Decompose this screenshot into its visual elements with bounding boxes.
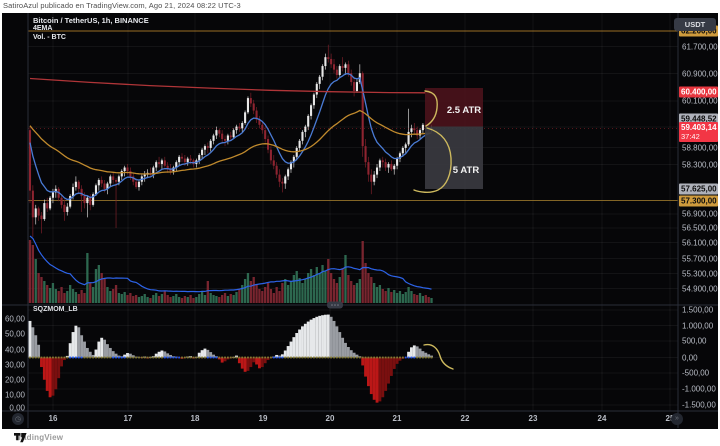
currency-toggle-button[interactable]: USDT: [674, 18, 716, 31]
scroll-to-realtime-button[interactable]: »: [671, 412, 683, 425]
price-axis-label: 0,00: [682, 353, 698, 362]
legend-volume[interactable]: Vol. - BTC: [33, 33, 66, 41]
price-axis-label: 60.100,00: [682, 96, 718, 106]
price-axis-label: 56.900,00: [682, 209, 718, 219]
price-axis-label: -1.500,00: [682, 400, 716, 410]
legend-indicator-sqzmom[interactable]: SQZMOM_LB: [33, 306, 78, 313]
price-axis-label: 500,00: [682, 336, 707, 346]
time-axis-label: 18: [190, 414, 200, 423]
atr-box-1: [425, 126, 483, 189]
brace-drawing-1: [413, 127, 452, 193]
price-axis-label: -1.000,00: [682, 384, 716, 394]
indicator-axis-label: 30,00: [4, 360, 25, 369]
price-axis-label: 60.900,00: [682, 69, 718, 78]
time-axis-label: 25: [665, 414, 675, 423]
time-axis-label: 20: [325, 414, 335, 423]
publish-info: SatiroAzul publicado en TradingView.com,…: [3, 1, 241, 10]
price-axis-label: 55.700,00: [682, 254, 718, 263]
time-axis-label: 17: [123, 414, 133, 423]
time-axis-label: 19: [258, 414, 268, 423]
sqzmom-layer: [28, 314, 433, 403]
price-axis-label: 54.900,00: [682, 284, 718, 293]
time-axis-label: 16: [48, 414, 58, 423]
indicator-axis-label: 20,00: [4, 375, 25, 385]
price-axis-label: 59.448,52: [679, 113, 718, 124]
time-axis-label: 21: [392, 414, 402, 423]
ema-long-line: [29, 77, 427, 94]
fast-forward-icon: »: [675, 415, 679, 422]
atr-box-label-0: 2.5 ATR: [447, 105, 481, 116]
price-axis-label: 1.000,00: [682, 321, 714, 330]
pane-resize-handle[interactable]: [327, 301, 343, 309]
time-settings-button[interactable]: ◷: [12, 412, 24, 425]
price-axis-label: 1.500,00: [682, 305, 714, 315]
price-axis-label: 60.400,00: [679, 86, 718, 98]
footer: TradingView: [14, 433, 64, 443]
brace-drawing-2: [423, 343, 454, 370]
indicator-axis-label: 50,00: [4, 329, 25, 339]
clock-icon: ◷: [14, 415, 22, 423]
price-axis-label: 57.300,00: [679, 195, 718, 206]
indicator-axis-label: 10,00: [4, 390, 25, 400]
ema-line-1: [29, 109, 432, 175]
price-axis-label: 55.300,00: [682, 269, 718, 278]
price-axis-label: 58.300,00: [682, 160, 718, 169]
time-axis-label: 23: [528, 414, 538, 423]
time-axis-label: 24: [597, 414, 607, 423]
time-axis-label: 22: [460, 414, 470, 423]
volume-layer: [28, 240, 433, 303]
brace-drawing-0: [424, 90, 438, 127]
ema-line-0: [29, 73, 432, 201]
volume-ma-line: [29, 235, 432, 293]
atr-box-label-1: 5 ATR: [453, 165, 480, 176]
price-axis-label: 56.500,00: [682, 223, 718, 233]
indicator-axis-label: 0,00: [9, 403, 25, 413]
price-axis-label: -500,00: [682, 368, 710, 378]
legend-indicator-4ema[interactable]: 4EMA: [33, 24, 53, 32]
tradingview-logo-icon: [14, 433, 27, 443]
indicator-axis-label: 60,00: [4, 314, 25, 324]
price-axis-label: 62.200,00: [679, 25, 718, 37]
price-axis-label: 61.700,00: [682, 42, 718, 51]
indicator-axis-label: 40,00: [4, 345, 25, 354]
price-axis-label: 58.800,00: [682, 143, 718, 152]
price-axis-label: 59.403,14 37:42: [679, 121, 718, 142]
legend-symbol[interactable]: Bitcoin / TetherUS, 1h, BINANCE: [33, 15, 149, 25]
squeeze-dots-layer: [29, 356, 433, 359]
footer-brand[interactable]: TradingView: [14, 433, 64, 442]
price-axis-label: 56.100,00: [682, 238, 718, 247]
price-axis-label: 57.625,00: [679, 183, 718, 194]
